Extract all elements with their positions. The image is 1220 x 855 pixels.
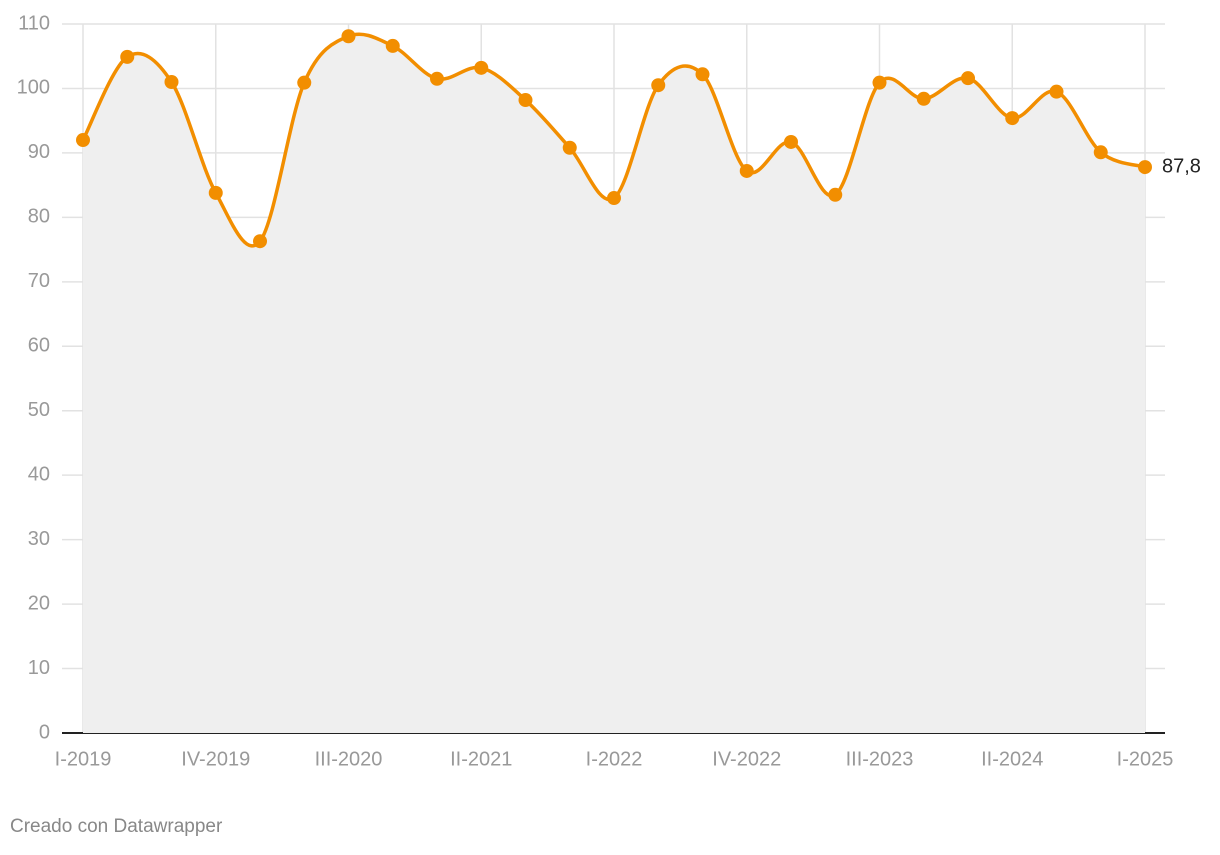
area: [83, 34, 1145, 734]
point: [341, 29, 356, 44]
y-tick-label: 60: [28, 335, 50, 357]
point: [208, 185, 223, 200]
x-tick-label: III-2020: [315, 748, 383, 770]
y-tick-label: 70: [28, 270, 50, 292]
y-tick-label: 100: [17, 77, 50, 99]
y-tick-label: 40: [28, 463, 50, 485]
footer: Creado con Datawrapper: [10, 816, 223, 837]
point: [1138, 160, 1152, 175]
x-tick-label: I-2025: [1117, 748, 1174, 770]
x-tick-label: IV-2022: [712, 748, 781, 770]
point: [607, 191, 621, 206]
point: [430, 71, 444, 86]
x-tick-label: II-2024: [981, 748, 1043, 770]
point: [474, 60, 489, 75]
y-tick-label: 30: [28, 528, 50, 550]
point: [1049, 84, 1064, 99]
point: [1005, 111, 1020, 126]
point: [961, 71, 975, 86]
y-tick-label: 0: [39, 721, 50, 743]
point: [916, 91, 931, 106]
point: [164, 75, 179, 90]
point: [1093, 145, 1108, 160]
x-tick-label: I-2022: [586, 748, 643, 770]
point: [651, 78, 666, 93]
point: [76, 133, 90, 148]
point: [253, 234, 267, 249]
value-label: 87,8: [1162, 155, 1201, 177]
point: [385, 38, 400, 53]
y-tick-label: 110: [18, 12, 50, 34]
point: [297, 75, 312, 90]
point: [739, 163, 754, 178]
y-tick-label: 10: [28, 657, 50, 679]
point: [518, 93, 533, 108]
x-tick-label: I-2019: [55, 748, 112, 770]
y-tick-label: 80: [28, 206, 50, 228]
point: [828, 187, 843, 202]
x-tick-label: II-2021: [450, 748, 512, 770]
y-tick-label: 20: [28, 592, 50, 614]
x-tick-label: III-2023: [846, 748, 914, 770]
x-tick-label: IV-2019: [181, 748, 250, 770]
y-tick-label: 90: [28, 141, 50, 163]
point: [695, 67, 710, 82]
point: [562, 140, 577, 155]
point: [784, 134, 798, 149]
point: [872, 75, 887, 90]
y-tick-label: 50: [28, 399, 50, 421]
point: [120, 49, 135, 64]
